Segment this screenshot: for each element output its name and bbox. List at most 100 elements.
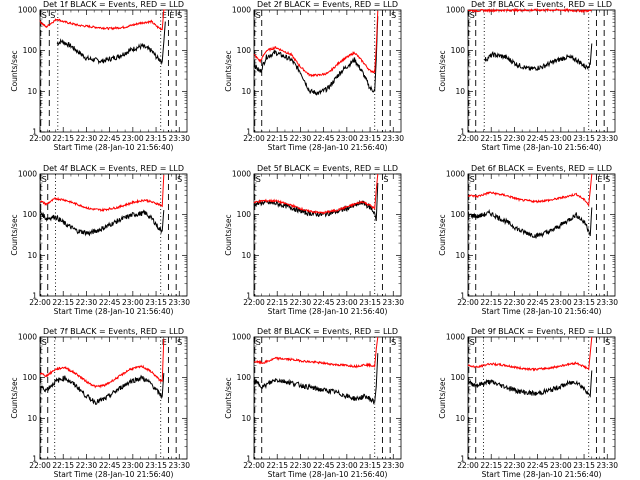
panel-title: Det 3f BLACK = Events, RED = LLD (471, 0, 612, 9)
detector-panel-1: Det 1f BLACK = Events, RED = LLD 1 10 100 10… (10, 0, 190, 152)
lld-series-line (253, 336, 379, 369)
panel-title: Det 5f BLACK = Events, RED = LLD (257, 164, 398, 173)
x-axis-label: Start Time (28-Jan-10 21:56:40) (482, 143, 602, 152)
lld-series-line (39, 338, 165, 389)
y-tick-label: 100 (237, 46, 252, 55)
event-marker-label: S (256, 175, 261, 184)
x-tick-label: 23:30 (168, 298, 190, 307)
x-tick-label: 22:45 (99, 461, 121, 470)
x-tick-label: 23:00 (122, 298, 144, 307)
x-axis-label: Start Time (28-Jan-10 21:56:40) (482, 470, 602, 479)
event-marker-label: S (42, 11, 47, 20)
event-marker-label: S (177, 338, 182, 347)
y-tick-label: 1000 (18, 6, 37, 15)
x-tick-label: 22:00 (457, 461, 479, 470)
x-tick-label: 22:15 (52, 461, 74, 470)
x-tick-label: 22:45 (527, 298, 549, 307)
x-tick-label: 23:30 (596, 298, 618, 307)
panel-title: Det 1f BLACK = Events, RED = LLD (43, 0, 184, 9)
y-tick-label: 10 (241, 414, 251, 423)
x-tick-label: 22:30 (504, 461, 526, 470)
panel-title: Det 9f BLACK = Events, RED = LLD (471, 327, 612, 336)
y-tick-label: 10 (455, 251, 465, 260)
event-marker-label: E (597, 175, 602, 184)
x-tick-label: 23:30 (168, 461, 190, 470)
x-tick-label: 22:00 (29, 298, 51, 307)
x-axis-label: Start Time (28-Jan-10 21:56:40) (268, 470, 388, 479)
x-tick-label: 22:30 (76, 461, 98, 470)
x-tick-label: 23:00 (122, 134, 144, 143)
x-tick-label: 23:15 (359, 134, 381, 143)
events-series-line (253, 182, 379, 222)
y-tick-label: 1000 (446, 333, 465, 342)
x-tick-label: 23:15 (145, 298, 167, 307)
y-tick-label: 1 (460, 128, 465, 137)
x-tick-label: 22:15 (480, 134, 502, 143)
y-axis-label: Counts/sec (438, 377, 447, 418)
events-series-line (253, 16, 379, 96)
x-tick-label: 23:15 (573, 134, 595, 143)
lld-series-line (467, 7, 592, 14)
detector-panel-4: Det 4f BLACK = Events, RED = LLD 1 10 100 10… (10, 164, 190, 316)
lld-series-line (253, 10, 379, 78)
y-tick-label: 100 (451, 46, 466, 55)
x-tick-label: 22:15 (52, 298, 74, 307)
y-tick-label: 1 (460, 292, 465, 301)
x-tick-label: 23:15 (573, 298, 595, 307)
event-marker-label: S (470, 175, 475, 184)
x-tick-label: 23:30 (382, 461, 404, 470)
x-tick-label: 22:30 (290, 461, 312, 470)
x-tick-label: 22:00 (457, 134, 479, 143)
detector-panel-8: Det 8f BLACK = Events, RED = LLD 1 10 100 10… (224, 327, 404, 479)
x-tick-label: 22:00 (243, 298, 265, 307)
events-series-line (39, 209, 165, 237)
x-tick-label: 23:00 (122, 461, 144, 470)
event-marker-label: S (256, 338, 261, 347)
y-axis-label: Counts/sec (224, 377, 233, 418)
events-series-line (253, 353, 379, 405)
y-tick-label: 1 (246, 128, 251, 137)
plot-frame (467, 336, 616, 460)
event-marker-label: S (470, 11, 475, 20)
events-series-line (467, 370, 593, 398)
x-tick-label: 22:45 (99, 298, 121, 307)
x-tick-label: 22:15 (52, 134, 74, 143)
panel-title: Det 4f BLACK = Events, RED = LLD (43, 164, 184, 173)
x-tick-label: 22:15 (266, 298, 288, 307)
detector-panel-2: Det 2f BLACK = Events, RED = LLD 1 10 100 10… (224, 0, 404, 152)
x-tick-label: 23:15 (573, 461, 595, 470)
panel-title: Det 7f BLACK = Events, RED = LLD (43, 327, 184, 336)
y-tick-label: 100 (237, 373, 252, 382)
y-tick-label: 10 (27, 414, 37, 423)
detector-panel-5: Det 5f BLACK = Events, RED = LLD 1 10 100 10… (224, 164, 404, 316)
x-tick-label: 22:45 (313, 134, 335, 143)
x-tick-label: 22:45 (527, 461, 549, 470)
y-tick-label: 1 (32, 455, 37, 464)
event-marker-label: S (383, 175, 388, 184)
y-tick-label: 1000 (232, 170, 251, 179)
y-tick-label: 100 (23, 210, 38, 219)
x-axis-label: Start Time (28-Jan-10 21:56:40) (54, 470, 174, 479)
y-axis-label: Counts/sec (10, 214, 19, 255)
y-tick-label: 1000 (232, 6, 251, 15)
x-tick-label: 23:15 (145, 134, 167, 143)
x-axis-label: Start Time (28-Jan-10 21:56:40) (482, 307, 602, 316)
x-tick-label: 23:00 (336, 134, 358, 143)
x-tick-label: 22:30 (504, 298, 526, 307)
y-tick-label: 10 (27, 251, 37, 260)
plot-frame (467, 173, 616, 297)
event-marker-label: S (177, 11, 182, 20)
event-marker-label: S (177, 175, 182, 184)
y-tick-label: 1 (246, 455, 251, 464)
x-tick-label: 23:00 (550, 134, 572, 143)
plot-frame (39, 336, 188, 460)
event-marker-label: S (256, 11, 261, 20)
plot-frame (39, 173, 188, 297)
x-tick-label: 23:30 (382, 298, 404, 307)
events-series-line (467, 207, 593, 239)
event-marker-label: S (42, 338, 47, 347)
plot-frame (467, 9, 616, 133)
event-marker-label: S (50, 11, 55, 20)
